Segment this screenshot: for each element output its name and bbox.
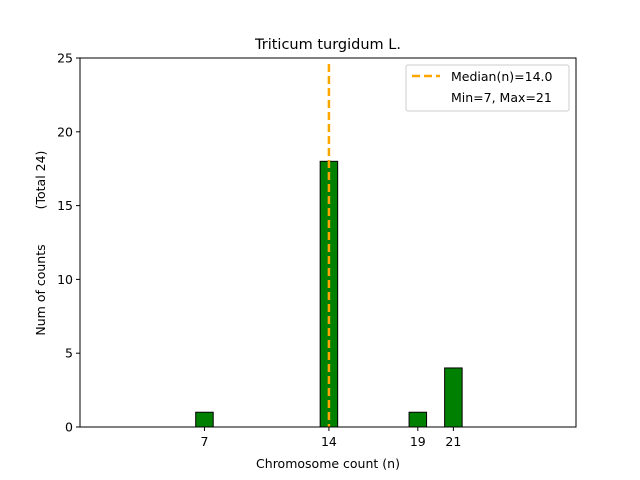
x-tick-label: 21 [445, 434, 461, 449]
y-axis: 0 5 10 15 20 25 [57, 51, 80, 435]
y-tick-label: 15 [57, 198, 73, 213]
bars-group [195, 160, 509, 428]
chart-title: Triticum turgidum L. [254, 37, 401, 53]
x-tick-label: 7 [200, 434, 208, 449]
y-tick-label: 0 [65, 420, 73, 435]
legend-range-label: Min=7, Max=21 [451, 90, 552, 105]
y-tick-label: 10 [57, 272, 73, 287]
legend: Median(n)=14.0 Min=7, Max=21 [405, 64, 570, 112]
bar [408, 411, 428, 428]
x-axis: 7 14 19 21 [200, 427, 461, 449]
plot-frame [79, 57, 577, 428]
legend-box [405, 64, 570, 112]
x-tick-label: 14 [321, 434, 337, 449]
y-axis-total-label: (Total 24) [33, 151, 48, 210]
legend-median-label: Median(n)=14.0 [451, 69, 552, 84]
bar [195, 411, 214, 428]
bar [444, 367, 463, 428]
y-axis-label: Num of counts [33, 244, 48, 335]
y-tick-label: 25 [57, 51, 73, 66]
y-tick-label: 20 [57, 124, 73, 139]
y-tick-label: 5 [65, 346, 73, 361]
x-tick-label: 19 [410, 434, 426, 449]
x-axis-label: Chromosome count (n) [256, 456, 400, 471]
